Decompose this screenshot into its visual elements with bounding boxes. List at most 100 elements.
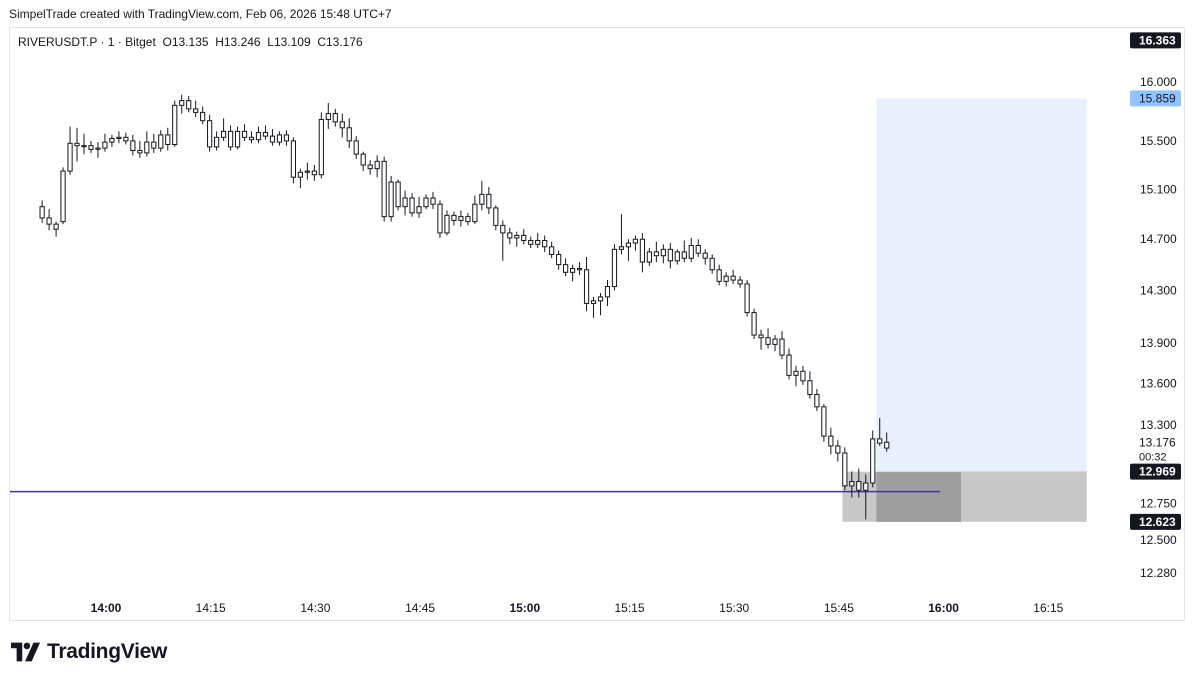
candle	[723, 272, 729, 287]
candle	[479, 180, 485, 211]
candle	[367, 160, 373, 175]
price-badge[interactable]: 16.363	[1130, 32, 1181, 49]
target-zone[interactable]	[876, 98, 1087, 472]
candle-body	[576, 267, 583, 271]
candle	[800, 365, 806, 385]
price-tick-label: 14.300	[1140, 283, 1177, 297]
candle-body	[772, 338, 778, 345]
candle	[716, 264, 722, 286]
price-axis[interactable]: 16.000 15.500 15.100 14.700 14.300 13.900 13.6…	[1130, 32, 1181, 580]
candle-body	[835, 445, 841, 454]
candle	[221, 118, 227, 141]
candle	[102, 133, 108, 152]
candle-body	[102, 141, 108, 149]
candle	[234, 126, 241, 150]
candle-body	[353, 140, 359, 155]
candle-body	[653, 251, 659, 257]
candle-body	[172, 104, 178, 145]
candle-body	[179, 100, 185, 106]
candle	[597, 293, 604, 316]
candle	[193, 100, 199, 118]
time-axis[interactable]: 14:00 14:15 14:30 14:45 15:00 15:15 15:30 15:45…	[91, 601, 1064, 615]
candle-body	[877, 438, 883, 444]
candle-body	[367, 164, 373, 170]
candle-body	[430, 197, 436, 205]
candle-body	[870, 438, 876, 484]
candle	[158, 130, 164, 152]
candle-body	[737, 279, 743, 285]
candle	[583, 256, 590, 312]
price-tick-label: 15.100	[1140, 182, 1177, 196]
candle	[507, 227, 513, 245]
legend-symbol: RIVERUSDT.P · 1 · Bitget	[18, 35, 156, 49]
long-position-tool[interactable]	[842, 98, 1087, 522]
candle	[151, 133, 157, 153]
candle	[241, 124, 248, 141]
chart-attribution: SimpelTrade created with TradingView.com…	[9, 7, 392, 21]
price-badge[interactable]: 13.176 00:32	[1139, 435, 1176, 463]
candle-body	[674, 251, 680, 262]
candle	[807, 371, 813, 399]
candle-body	[695, 245, 701, 254]
candle	[744, 280, 750, 317]
candle	[353, 136, 359, 159]
candle	[81, 133, 87, 155]
candle	[95, 142, 101, 158]
chart-panel[interactable]	[9, 27, 1185, 621]
candle-body	[311, 170, 317, 176]
candle-body	[388, 181, 394, 218]
candle-body	[423, 197, 429, 208]
candle-body	[144, 141, 150, 154]
candle	[646, 248, 652, 266]
candle	[465, 212, 471, 226]
candle	[444, 210, 450, 236]
legend-close: C13.176	[317, 35, 363, 49]
candle-body	[109, 138, 115, 143]
candle-body	[765, 337, 771, 345]
price-badge[interactable]: 15.859	[1130, 90, 1181, 107]
candle	[109, 134, 115, 147]
candle-body	[583, 269, 590, 304]
candle-body	[123, 136, 129, 142]
candle-body	[444, 214, 450, 234]
candle-body	[227, 130, 234, 148]
candle	[46, 209, 52, 231]
legend-open: O13.135	[162, 35, 209, 49]
candle-body	[556, 253, 562, 266]
candle	[423, 194, 429, 210]
candle	[821, 404, 827, 442]
candle-body	[507, 232, 513, 239]
candle-body	[276, 134, 283, 143]
candle-body	[793, 370, 799, 376]
candle	[625, 239, 632, 261]
candle	[849, 471, 855, 498]
price-badge-label: 12.969	[1139, 465, 1176, 479]
candle-body	[590, 300, 597, 304]
candle-body	[744, 283, 750, 314]
tradingview-logo[interactable]: TradingView	[11, 640, 167, 664]
time-tick-label: 15:00	[509, 601, 540, 615]
candle-body	[723, 275, 729, 282]
candle	[290, 137, 296, 184]
candle	[758, 329, 764, 350]
candle	[255, 126, 262, 144]
candle	[786, 348, 792, 380]
candle-body	[297, 171, 303, 178]
candle	[660, 244, 666, 264]
price-badge[interactable]: 12.623	[1130, 513, 1181, 530]
price-badge-label: 12.623	[1139, 515, 1176, 529]
candle-body	[500, 224, 506, 234]
tradingview-wordmark: TradingView	[47, 640, 168, 663]
candle-body	[716, 269, 722, 282]
candle	[207, 114, 213, 152]
candle	[374, 155, 380, 178]
price-badge-label: 15.859	[1139, 91, 1176, 105]
price-badge[interactable]: 12.969	[1130, 463, 1181, 480]
candle	[681, 240, 687, 263]
candle-body	[458, 216, 464, 221]
candle-body	[842, 452, 848, 487]
candle-body	[660, 248, 666, 257]
candle-body	[116, 136, 122, 140]
candle-body	[165, 134, 171, 145]
